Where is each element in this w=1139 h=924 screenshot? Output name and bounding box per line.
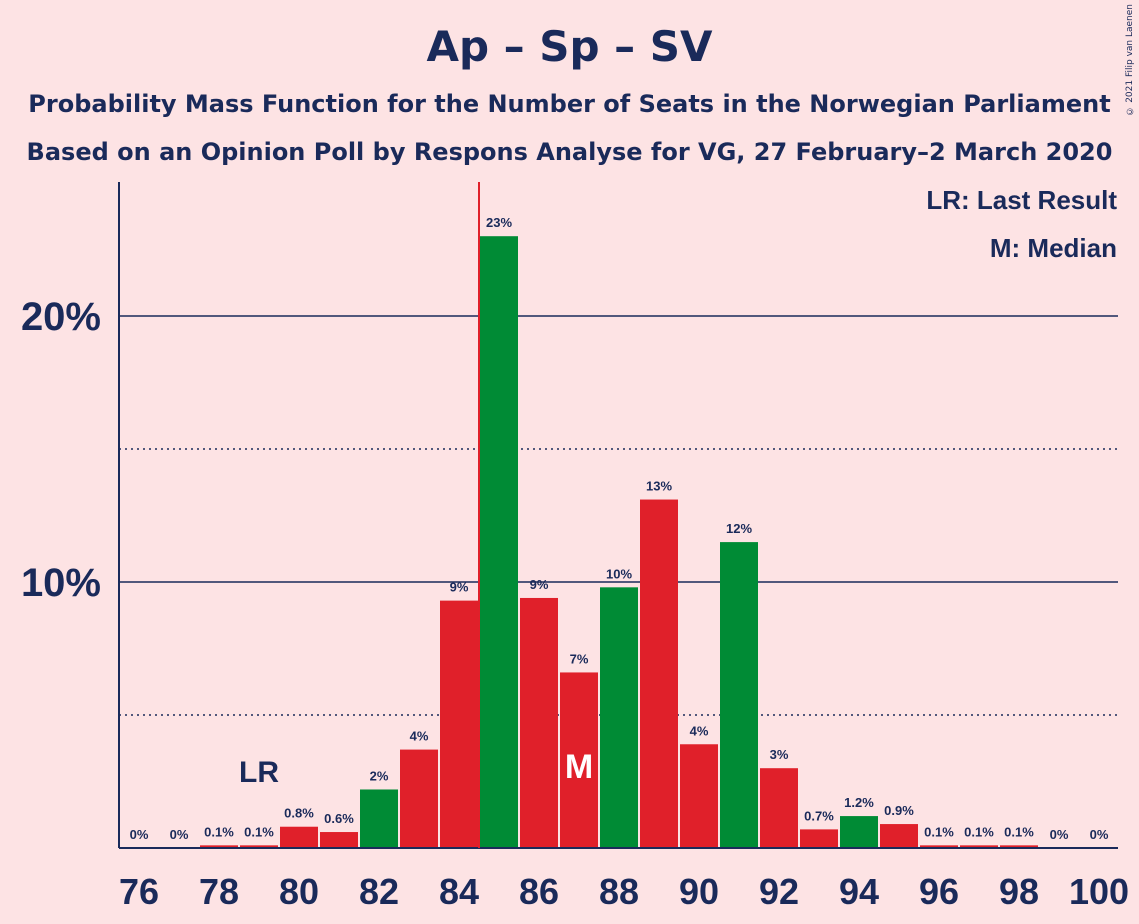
x-tick-label: 90: [679, 871, 719, 912]
data-label-seat-88: 10%: [606, 566, 632, 581]
data-label-seat-77: 0%: [170, 827, 189, 842]
legend-median: M: Median: [990, 233, 1117, 263]
data-label-seat-84: 9%: [450, 580, 469, 595]
x-tick-label: 86: [519, 871, 559, 912]
data-label-seat-82: 2%: [370, 768, 389, 783]
data-label-seat-86: 9%: [530, 577, 549, 592]
legend-last-result: LR: Last Result: [926, 185, 1117, 215]
bar-seat-87: [560, 672, 598, 848]
data-label-seat-89: 13%: [646, 479, 672, 494]
data-label-seat-96: 0.1%: [924, 824, 954, 839]
data-label-seat-76: 0%: [130, 827, 149, 842]
x-tick-label: 98: [999, 871, 1039, 912]
x-tick-label: 76: [119, 871, 159, 912]
data-label-seat-99: 0%: [1050, 827, 1069, 842]
bar-seat-90: [680, 744, 718, 848]
data-label-seat-79: 0.1%: [244, 824, 274, 839]
bar-seat-93: [800, 829, 838, 848]
bar-seat-89: [640, 499, 678, 848]
data-label-seat-85: 23%: [486, 215, 512, 230]
bar-seat-82: [360, 789, 398, 848]
last-result-marker: LR: [239, 756, 279, 789]
bar-seat-88: [600, 587, 638, 848]
data-label-seat-81: 0.6%: [324, 811, 354, 826]
data-labels: 0% 0% 0.1% 0.1% 0.8% 0.6% 2% 4% 9% 23% 9% 7% 10% 13% 4…: [130, 215, 1109, 842]
x-tick-label: 100: [1069, 871, 1129, 912]
bar-seat-94: [840, 816, 878, 848]
data-label-seat-93: 0.7%: [804, 808, 834, 823]
x-tick-label: 80: [279, 871, 319, 912]
chart-subtitle-1: Probability Mass Function for the Number…: [28, 90, 1111, 118]
bars: [200, 236, 1038, 848]
x-tick-label: 84: [439, 871, 479, 912]
bar-seat-95: [880, 824, 918, 848]
median-marker: M: [565, 748, 593, 786]
data-label-seat-90: 4%: [690, 723, 709, 738]
bar-seat-92: [760, 768, 798, 848]
bar-seat-84: [440, 600, 478, 848]
x-tick-label: 78: [199, 871, 239, 912]
chart-title: Ap – Sp – SV: [426, 22, 713, 71]
x-tick-label: 88: [599, 871, 639, 912]
data-label-seat-95: 0.9%: [884, 803, 914, 818]
data-label-seat-92: 3%: [770, 747, 789, 762]
x-tick-label: 82: [359, 871, 399, 912]
x-tick-label: 92: [759, 871, 799, 912]
x-tick-label: 94: [839, 871, 879, 912]
markers: LR M: [239, 182, 593, 848]
data-label-seat-98: 0.1%: [1004, 824, 1034, 839]
data-label-seat-94: 1.2%: [844, 795, 874, 810]
chart-subtitle-2: Based on an Opinion Poll by Respons Anal…: [26, 138, 1113, 166]
bar-seat-85: [480, 236, 518, 848]
bar-seat-91: [720, 542, 758, 848]
bar-seat-83: [400, 749, 438, 848]
data-label-seat-80: 0.8%: [284, 806, 314, 821]
bar-seat-80: [280, 826, 318, 848]
bar-seat-97: [960, 845, 998, 848]
data-label-seat-100: 0%: [1090, 827, 1109, 842]
data-label-seat-83: 4%: [410, 729, 429, 744]
y-tick-label: 10%: [21, 561, 101, 605]
bar-seat-96: [920, 845, 958, 848]
data-label-seat-91: 12%: [726, 521, 752, 536]
bar-seat-86: [520, 597, 558, 848]
bar-seat-79: [240, 845, 278, 848]
data-label-seat-97: 0.1%: [964, 824, 994, 839]
bar-seat-98: [1000, 845, 1038, 848]
y-tick-label: 20%: [21, 295, 101, 339]
data-label-seat-87: 7%: [570, 651, 589, 666]
bar-seat-81: [320, 832, 358, 848]
data-label-seat-78: 0.1%: [204, 824, 234, 839]
x-tick-label: 96: [919, 871, 959, 912]
axes: 10% 20% 76 78 80 82 84 86 88 90 92 94 96 98 100: [21, 182, 1129, 912]
legend: LR: Last Result M: Median: [926, 185, 1117, 263]
bar-seat-78: [200, 845, 238, 848]
